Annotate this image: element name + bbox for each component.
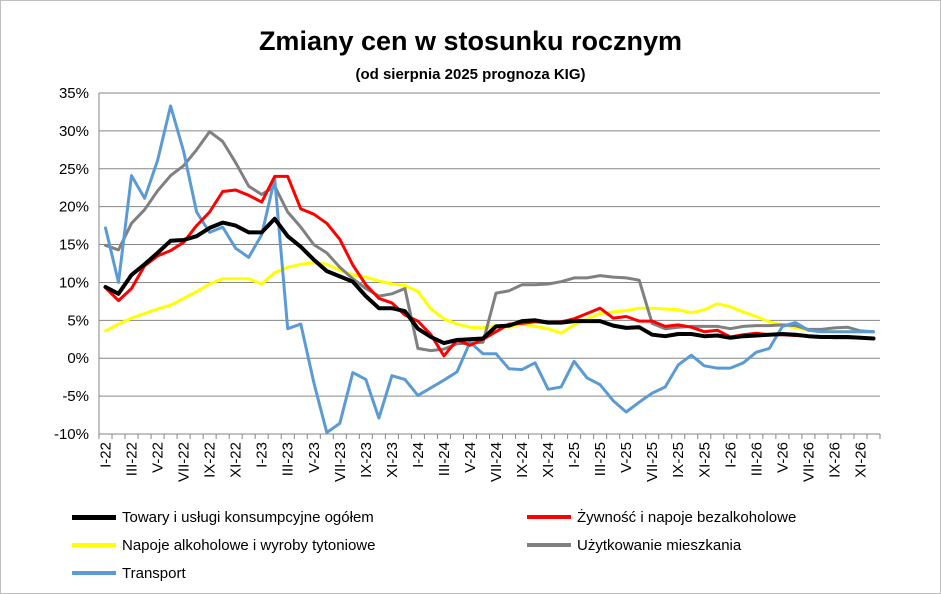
- x-tick-label: IX-22: [202, 442, 219, 478]
- x-tick-label: XI-26: [852, 442, 869, 478]
- x-tick-label: XI-24: [540, 442, 557, 478]
- legend-label: Towary i usługi konsumpcyjne ogółem: [122, 508, 374, 526]
- x-tick-label: VII-24: [488, 442, 505, 482]
- x-tick-label: IX-24: [514, 442, 531, 478]
- legend-item-zywnosc: Żywność i napoje bezalkoholowe: [527, 507, 796, 527]
- x-tick-label: XI-25: [696, 442, 713, 478]
- legend-swatch: [72, 514, 116, 520]
- legend-swatch: [72, 543, 116, 547]
- x-tick-label: I-22: [98, 442, 115, 468]
- x-tick-label: VII-26: [800, 442, 817, 482]
- x-tick-label: III-22: [124, 442, 141, 476]
- x-tick-label: I-25: [566, 442, 583, 468]
- series-line-4: [104, 104, 875, 434]
- legend-swatch: [527, 543, 571, 547]
- y-tick-label: -10%: [54, 426, 89, 443]
- series-lines: [103, 104, 876, 434]
- series-line-0: [103, 216, 876, 346]
- y-tick-label: 15%: [59, 237, 89, 254]
- legend-item-ogolem: Towary i usługi konsumpcyjne ogółem: [72, 507, 374, 527]
- legend-item-alkohol: Napoje alkoholowe i wyroby tytoniowe: [72, 535, 375, 555]
- x-tick-label: V-25: [618, 442, 635, 473]
- y-tick-label: -5%: [62, 388, 89, 405]
- x-tick-label: III-26: [748, 442, 765, 476]
- y-tick-label: 5%: [67, 312, 89, 329]
- x-axis: I-22 III-22 V-22 VII-22 IX-22 XI-22 I-23 III-23…: [98, 433, 881, 482]
- x-tick-label: I-24: [410, 442, 427, 468]
- legend-item-mieszkanie: Użytkowanie mieszkania: [527, 535, 741, 555]
- x-tick-label: XI-23: [384, 442, 401, 478]
- series-line-3: [104, 130, 875, 353]
- y-tick-label: 10%: [59, 274, 89, 291]
- chart-title: Zmiany cen w stosunku rocznym: [258, 26, 683, 56]
- legend-label: Żywność i napoje bezalkoholowe: [577, 508, 797, 526]
- x-tick-label: III-24: [436, 442, 453, 476]
- y-axis: 35% 30% 25% 20% 15% 10% 5% 0% -5% -10%: [54, 85, 100, 443]
- x-tick-label: V-26: [774, 442, 791, 473]
- y-tick-label: 20%: [59, 199, 89, 216]
- series-line-2: [104, 261, 875, 335]
- x-tick-label: VII-22: [176, 442, 193, 482]
- legend-label: Transport: [122, 564, 186, 582]
- legend-item-transport: Transport: [72, 563, 186, 583]
- legend-label: Użytkowanie mieszkania: [577, 536, 742, 554]
- y-tick-label: 25%: [59, 161, 89, 178]
- x-tick-label: V-24: [462, 442, 479, 473]
- x-tick-label: III-23: [280, 442, 297, 476]
- x-tick-label: III-25: [592, 442, 609, 476]
- y-tick-label: 0%: [67, 350, 89, 367]
- x-tick-label: IX-25: [670, 442, 687, 478]
- chart-subtitle: (od sierpnia 2025 prognoza KIG): [355, 66, 586, 83]
- x-tick-label: XI-22: [228, 442, 245, 478]
- x-tick-label: I-23: [254, 442, 271, 468]
- y-tick-label: 35%: [59, 85, 89, 102]
- y-tick-label: 30%: [59, 123, 89, 140]
- x-tick-label: VII-25: [644, 442, 661, 482]
- x-tick-label: VII-23: [332, 442, 349, 482]
- x-tick-label: V-22: [150, 442, 167, 473]
- legend-swatch: [527, 515, 571, 519]
- x-tick-label: IX-26: [826, 442, 843, 478]
- x-tick-label: I-26: [722, 442, 739, 468]
- legend-swatch: [72, 571, 116, 575]
- legend-label: Napoje alkoholowe i wyroby tytoniowe: [122, 536, 376, 554]
- x-tick-label: IX-23: [358, 442, 375, 478]
- x-tick-label: V-23: [306, 442, 323, 473]
